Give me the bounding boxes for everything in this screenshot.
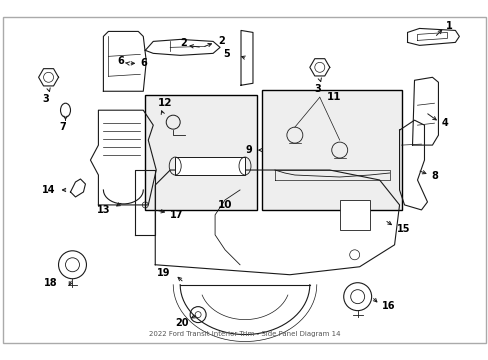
Text: 20: 20	[175, 318, 188, 328]
Text: 10: 10	[218, 200, 232, 210]
Text: 1: 1	[446, 22, 452, 31]
Bar	[262, 90, 401, 210]
Text: 6: 6	[117, 56, 124, 66]
Text: 2: 2	[180, 39, 187, 48]
Text: 13: 13	[97, 205, 110, 215]
Text: 14: 14	[42, 185, 56, 195]
Text: 2022 Ford Transit Interior Trim - Side Panel Diagram 14: 2022 Ford Transit Interior Trim - Side P…	[148, 330, 340, 337]
Bar	[175, 157, 244, 175]
Bar	[145, 95, 256, 210]
Text: 11: 11	[326, 92, 341, 102]
Text: 18: 18	[43, 278, 57, 288]
Text: 3: 3	[42, 94, 49, 104]
Text: 7: 7	[59, 122, 66, 132]
Text: 8: 8	[430, 171, 437, 181]
Text: 19: 19	[156, 268, 170, 278]
Text: 2: 2	[218, 36, 224, 46]
Text: 6: 6	[140, 58, 147, 68]
Text: 15: 15	[396, 224, 409, 234]
Text: 3: 3	[314, 84, 321, 94]
Bar	[339, 200, 369, 230]
Text: 4: 4	[441, 118, 447, 128]
Text: 5: 5	[223, 49, 229, 59]
Text: 16: 16	[381, 301, 394, 311]
Text: 9: 9	[244, 145, 251, 155]
Text: 17: 17	[170, 210, 183, 220]
Text: 12: 12	[158, 98, 172, 108]
